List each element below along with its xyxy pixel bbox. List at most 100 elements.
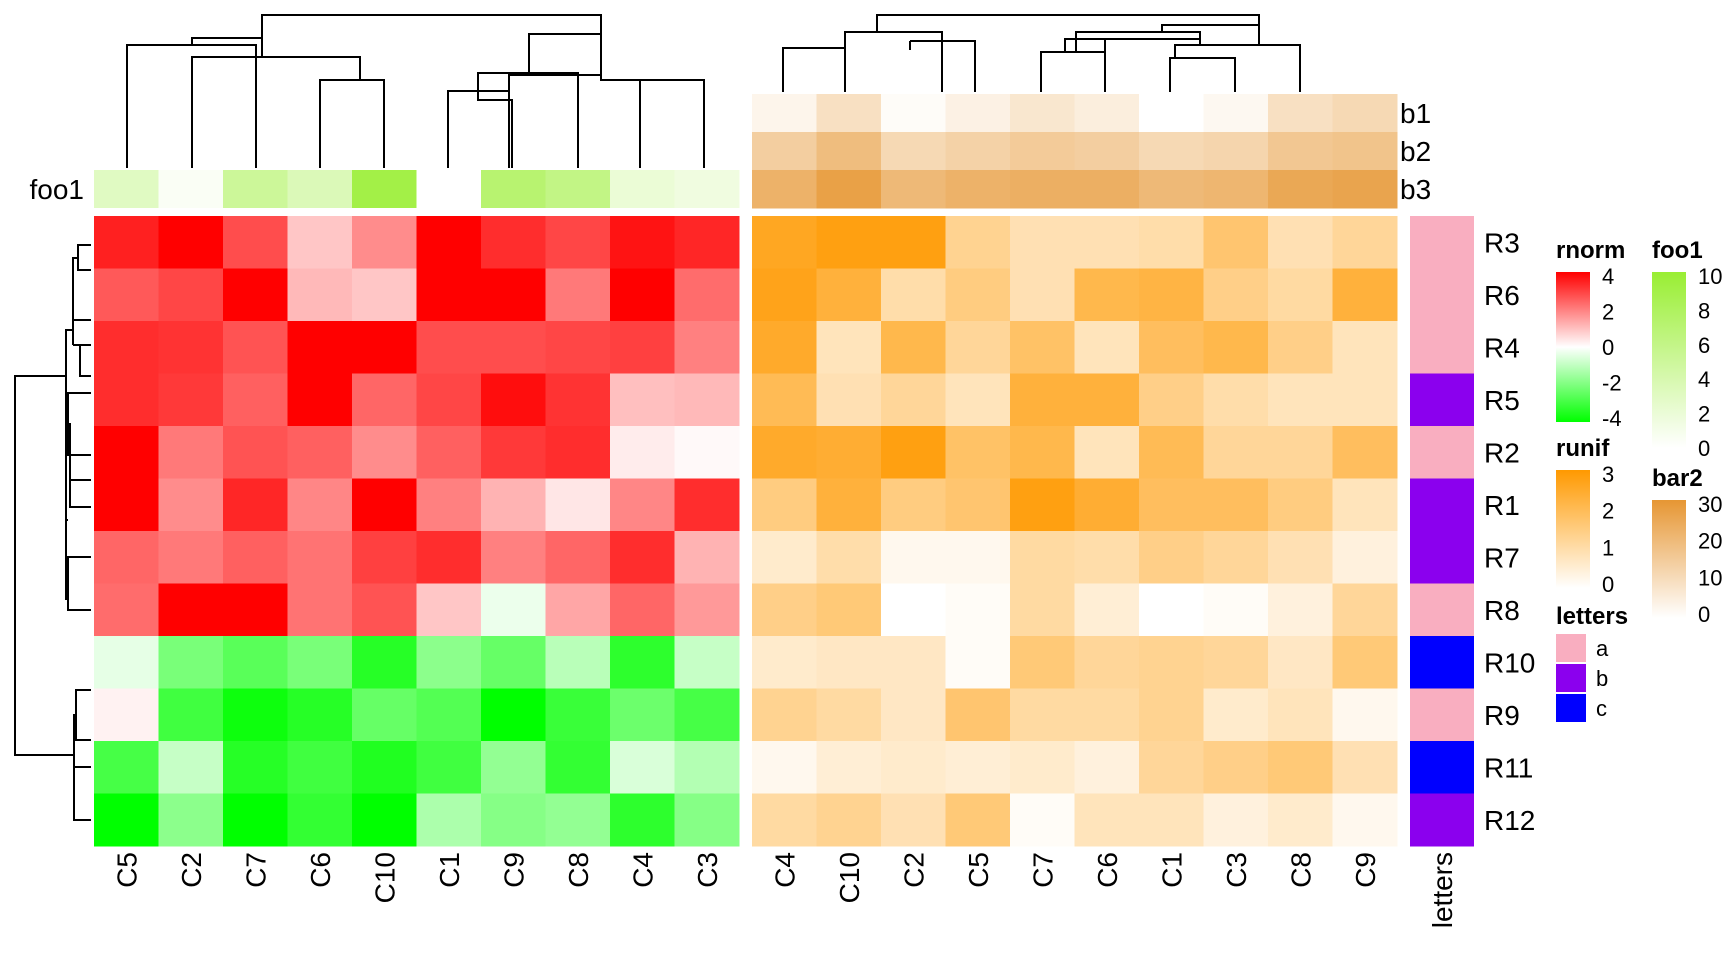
runif-cell	[1332, 216, 1398, 269]
rnorm-cell	[223, 741, 288, 794]
legend-tick-label: -4	[1602, 406, 1622, 431]
row-label: R4	[1484, 332, 1520, 363]
column-label: C9	[1350, 852, 1381, 888]
rnorm-cell	[674, 321, 740, 374]
letters-column-label: letters	[1427, 852, 1458, 928]
bar2-cell	[1139, 132, 1204, 171]
row-label: R6	[1484, 280, 1520, 311]
letters-cell	[1410, 268, 1474, 322]
rnorm-cell	[610, 426, 675, 479]
runif-cell	[1139, 636, 1204, 689]
runif-cell	[1203, 426, 1269, 479]
foo1-cell	[481, 170, 546, 208]
legend-tick-label: 2	[1602, 300, 1614, 325]
rnorm-cell	[94, 688, 159, 742]
letters-cell	[1410, 373, 1474, 427]
bar2-cell	[945, 170, 1011, 209]
letters-cell	[1410, 531, 1474, 584]
letters-annotation-cells	[1410, 216, 1474, 847]
rnorm-cell	[223, 216, 288, 269]
bar2-cell	[1332, 170, 1398, 209]
column-label: C4	[769, 852, 800, 888]
runif-cell	[1139, 793, 1204, 847]
runif-cell	[752, 268, 817, 322]
rnorm-cell	[674, 531, 740, 584]
row-label: R9	[1484, 700, 1520, 731]
rnorm-cell	[416, 531, 482, 584]
rnorm-cell	[158, 793, 224, 847]
runif-cell	[752, 793, 817, 847]
column-label: C3	[692, 852, 723, 888]
bar2-cell	[881, 170, 946, 209]
runif-cell	[1268, 583, 1333, 637]
rnorm-cell	[223, 531, 288, 584]
runif-cell	[752, 426, 817, 479]
bar2-cell	[1268, 94, 1333, 133]
runif-cell	[945, 793, 1011, 847]
legend-bar2-title: bar2	[1652, 465, 1703, 492]
runif-cell	[816, 636, 882, 689]
legend-runif: runif 3 2 1 0	[1556, 435, 1614, 597]
rnorm-cell	[545, 321, 611, 374]
runif-cell	[945, 426, 1011, 479]
runif-cell	[816, 793, 882, 847]
letters-cell	[1410, 741, 1474, 794]
legend-tick-label: 8	[1698, 298, 1710, 323]
rnorm-cell	[481, 268, 546, 322]
bar2-row-label: b1	[1400, 98, 1431, 129]
legend-letters-swatch	[1556, 694, 1586, 722]
runif-cell	[1203, 268, 1269, 322]
runif-cell	[1074, 478, 1140, 532]
runif-cell	[752, 583, 817, 637]
rnorm-cell	[352, 321, 417, 374]
runif-cell	[945, 216, 1011, 269]
runif-cell	[816, 216, 882, 269]
rnorm-cell	[158, 216, 224, 269]
rnorm-cell	[481, 688, 546, 742]
runif-cell	[816, 321, 882, 374]
rnorm-cell	[674, 478, 740, 532]
bar2-cell	[1203, 94, 1269, 133]
legend-letters: letters abc	[1556, 603, 1628, 722]
runif-cell	[1074, 268, 1140, 322]
runif-cell	[1268, 321, 1333, 374]
runif-cell	[945, 636, 1011, 689]
runif-cell	[945, 583, 1011, 637]
runif-cell	[816, 373, 882, 427]
rnorm-cell	[481, 583, 546, 637]
runif-cell	[1332, 478, 1398, 532]
legend-tick-label: 4	[1698, 367, 1710, 392]
runif-cell	[1332, 688, 1398, 742]
legend-foo1-gradient	[1652, 272, 1686, 448]
rnorm-cell	[352, 636, 417, 689]
letters-cell	[1410, 636, 1474, 689]
runif-cell	[1332, 636, 1398, 689]
column-label: C2	[898, 852, 929, 888]
bar2-cell	[1139, 94, 1204, 133]
bar2-cell	[752, 94, 817, 133]
rnorm-cell	[158, 583, 224, 637]
runif-cell	[1203, 321, 1269, 374]
rnorm-cell	[610, 478, 675, 532]
bar2-cell	[1074, 170, 1140, 209]
runif-cell	[1010, 531, 1075, 584]
rnorm-cell	[158, 478, 224, 532]
legend-foo1-title: foo1	[1652, 237, 1703, 264]
runif-cell	[752, 321, 817, 374]
rnorm-cell	[287, 373, 353, 427]
runif-cell	[1010, 216, 1075, 269]
foo1-cell	[352, 170, 417, 208]
rnorm-cell	[287, 793, 353, 847]
runif-cell	[1203, 373, 1269, 427]
legend-tick-label: 1	[1602, 535, 1614, 560]
rnorm-cell	[158, 373, 224, 427]
letters-cell	[1410, 478, 1474, 532]
rnorm-cell	[223, 426, 288, 479]
runif-cell	[1332, 373, 1398, 427]
rnorm-cell	[223, 636, 288, 689]
runif-cell	[1268, 688, 1333, 742]
legend-tick-label: 6	[1698, 333, 1710, 358]
rnorm-cell	[610, 741, 675, 794]
row-label: R1	[1484, 490, 1520, 521]
rnorm-cell	[481, 531, 546, 584]
